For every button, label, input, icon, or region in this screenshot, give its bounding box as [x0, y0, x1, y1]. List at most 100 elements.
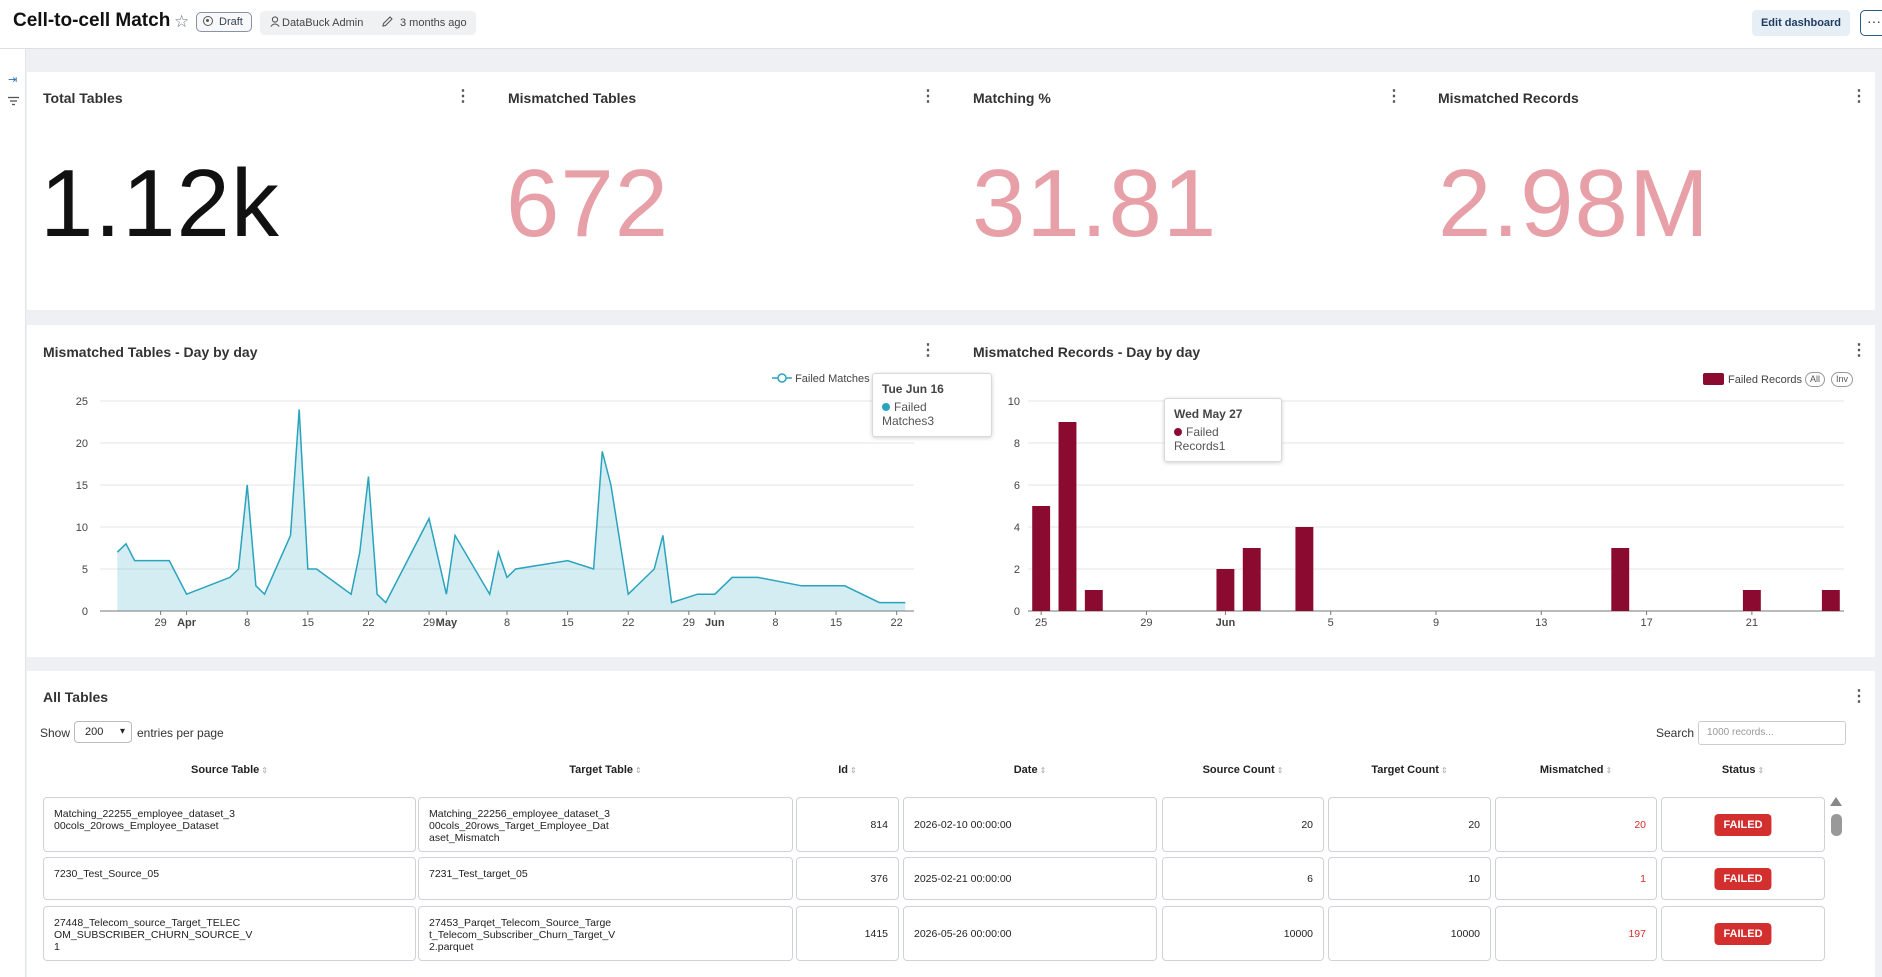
table-menu-icon[interactable]: ⋮ — [1851, 689, 1867, 705]
sort-icon[interactable]: ⇕ — [635, 766, 642, 775]
column-header[interactable]: Id ⇕ — [796, 764, 899, 776]
sort-icon[interactable]: ⇕ — [1605, 766, 1613, 775]
draft-badge: Draft — [196, 12, 252, 32]
x-tick-label: 29 — [683, 617, 695, 629]
x-tick-label: 22 — [362, 617, 374, 629]
table-cell-target: 7231_Test_target_05 — [418, 857, 793, 900]
cell-value: 20 — [1468, 818, 1480, 831]
kpi-row — [27, 72, 1875, 310]
column-header[interactable]: Source Table ⇕ — [43, 764, 416, 776]
kpi-title-mismatched-tables: Mismatched Tables — [508, 90, 637, 106]
filter-icon[interactable] — [8, 95, 19, 109]
per-page-label: entries per page — [137, 726, 224, 740]
column-header[interactable]: Source Count ⇕ — [1162, 764, 1324, 776]
x-tick-label: 15 — [561, 617, 573, 629]
table-cell-mismatched: 20 — [1495, 797, 1657, 852]
status-badge[interactable]: FAILED — [1714, 922, 1772, 945]
scroll-up-arrow[interactable] — [1830, 797, 1842, 806]
star-icon[interactable]: ☆ — [174, 12, 190, 31]
owner-name: DataBuck Admin — [282, 17, 364, 29]
table-cell-source-count: 10000 — [1162, 906, 1324, 961]
x-tick-label: 29 — [423, 617, 435, 629]
bar-chart-legend[interactable]: Failed Records — [1703, 373, 1802, 386]
y-tick-label: 10 — [1008, 396, 1020, 408]
sort-icon[interactable]: ⇕ — [1757, 766, 1765, 775]
y-tick-label: 10 — [76, 522, 88, 534]
sort-icon[interactable]: ⇕ — [1440, 766, 1448, 775]
status-badge[interactable]: FAILED — [1714, 813, 1772, 836]
bar — [1611, 548, 1630, 611]
table-cell-mismatched: 1 — [1495, 857, 1657, 900]
column-header[interactable]: Target Table ⇕ — [418, 764, 793, 776]
column-label: Status — [1721, 764, 1756, 776]
column-label: Date — [1013, 764, 1038, 776]
column-header[interactable]: Date ⇕ — [903, 764, 1157, 776]
legend-label: Failed Records — [1728, 374, 1802, 386]
kpi-menu-icon[interactable]: ⋮ — [455, 89, 471, 105]
expand-sidebar-icon[interactable]: ⇥ — [8, 74, 18, 86]
line-chart-title: Mismatched Tables - Day by day — [43, 344, 258, 360]
chart-menu-icon[interactable]: ⋮ — [1851, 343, 1867, 359]
kpi-title-total-tables: Total Tables — [43, 90, 123, 106]
page-title: Cell-to-cell Match — [13, 10, 171, 31]
x-tick-label: 22 — [622, 617, 634, 629]
kpi-menu-icon[interactable]: ⋮ — [1386, 89, 1402, 105]
tooltip-number: 3 — [927, 414, 935, 428]
bar — [1084, 590, 1103, 611]
cell-value: 7231_Test_target_05 — [429, 868, 528, 880]
cell-value: 10000 — [1450, 927, 1480, 940]
y-tick-label: 25 — [76, 396, 88, 408]
chevron-down-icon: ▾ — [119, 726, 125, 737]
table-cell-status: FAILED — [1661, 857, 1825, 900]
bar — [1295, 527, 1314, 611]
y-tick-label: 6 — [1014, 480, 1020, 492]
legend-line-icon — [772, 373, 792, 383]
legend-inv-button[interactable]: Inv — [1831, 372, 1854, 387]
x-tick-label: 9 — [1433, 617, 1439, 629]
sort-icon[interactable]: ⇕ — [1039, 766, 1047, 775]
scrollbar-thumb[interactable] — [1831, 814, 1842, 836]
table-cell-target: Matching_22256_employee_dataset_3 00cols… — [418, 797, 793, 852]
kpi-value-mismatched-records: 2.98M — [1438, 150, 1710, 257]
table-cell-source: 27448_Telecom_source_Target_TELEC OM_SUB… — [43, 906, 416, 961]
cell-value: 10000 — [1283, 927, 1313, 940]
kpi-value-mismatched-tables: 672 — [506, 150, 670, 257]
page-size-select[interactable]: 200 ▾ — [74, 721, 132, 743]
bar-chart[interactable]: 0 2 4 6 8 10 25 29 Jun 5 9 13 17 21 — [1000, 390, 1860, 630]
edit-dashboard-button[interactable]: Edit dashboard — [1752, 10, 1850, 36]
legend-swatch — [1703, 373, 1724, 385]
sort-icon[interactable]: ⇕ — [1276, 766, 1284, 775]
cell-value: 20 — [1301, 818, 1313, 831]
line-chart-legend[interactable]: Failed Matches — [772, 373, 870, 385]
sort-icon[interactable]: ⇕ — [850, 766, 857, 775]
more-options-button[interactable]: ··· — [1860, 10, 1882, 36]
kpi-menu-icon[interactable]: ⋮ — [920, 89, 936, 105]
tooltip-number: 1 — [1218, 439, 1226, 453]
kpi-value-matching-pct: 31.81 — [972, 150, 1218, 257]
draft-icon — [203, 16, 213, 26]
x-tick-label: 15 — [830, 617, 842, 629]
status-badge[interactable]: FAILED — [1714, 867, 1772, 890]
column-label: Source Count — [1202, 764, 1275, 776]
legend-all-button[interactable]: All — [1805, 372, 1826, 387]
table-cell-target-count: 10000 — [1328, 906, 1491, 961]
left-rail: ⇥ — [0, 49, 26, 977]
cell-value: Matching_22256_employee_dataset_3 00cols… — [429, 808, 610, 844]
column-header[interactable]: Target Count ⇕ — [1328, 764, 1491, 776]
top-bar: Cell-to-cell Match ☆ Draft DataBuck Admi… — [0, 0, 1882, 49]
search-input[interactable]: 1000 records... — [1698, 721, 1846, 745]
column-header[interactable]: Status ⇕ — [1661, 764, 1825, 776]
x-tick-label: 8 — [772, 617, 778, 629]
chart-menu-icon[interactable]: ⋮ — [920, 343, 936, 359]
cell-value: 27453_Parqet_Telecom_Source_Targe t_Tele… — [429, 917, 616, 953]
table-title: All Tables — [43, 689, 109, 705]
bar — [1032, 506, 1051, 611]
tooltip-dot — [1174, 428, 1182, 436]
sort-icon[interactable]: ⇕ — [261, 766, 268, 775]
kpi-menu-icon[interactable]: ⋮ — [1851, 89, 1867, 105]
x-tick-label: 8 — [244, 617, 250, 629]
column-header[interactable]: Mismatched ⇕ — [1495, 764, 1657, 776]
edited-time: 3 months ago — [400, 17, 467, 29]
area-fill — [117, 409, 906, 611]
